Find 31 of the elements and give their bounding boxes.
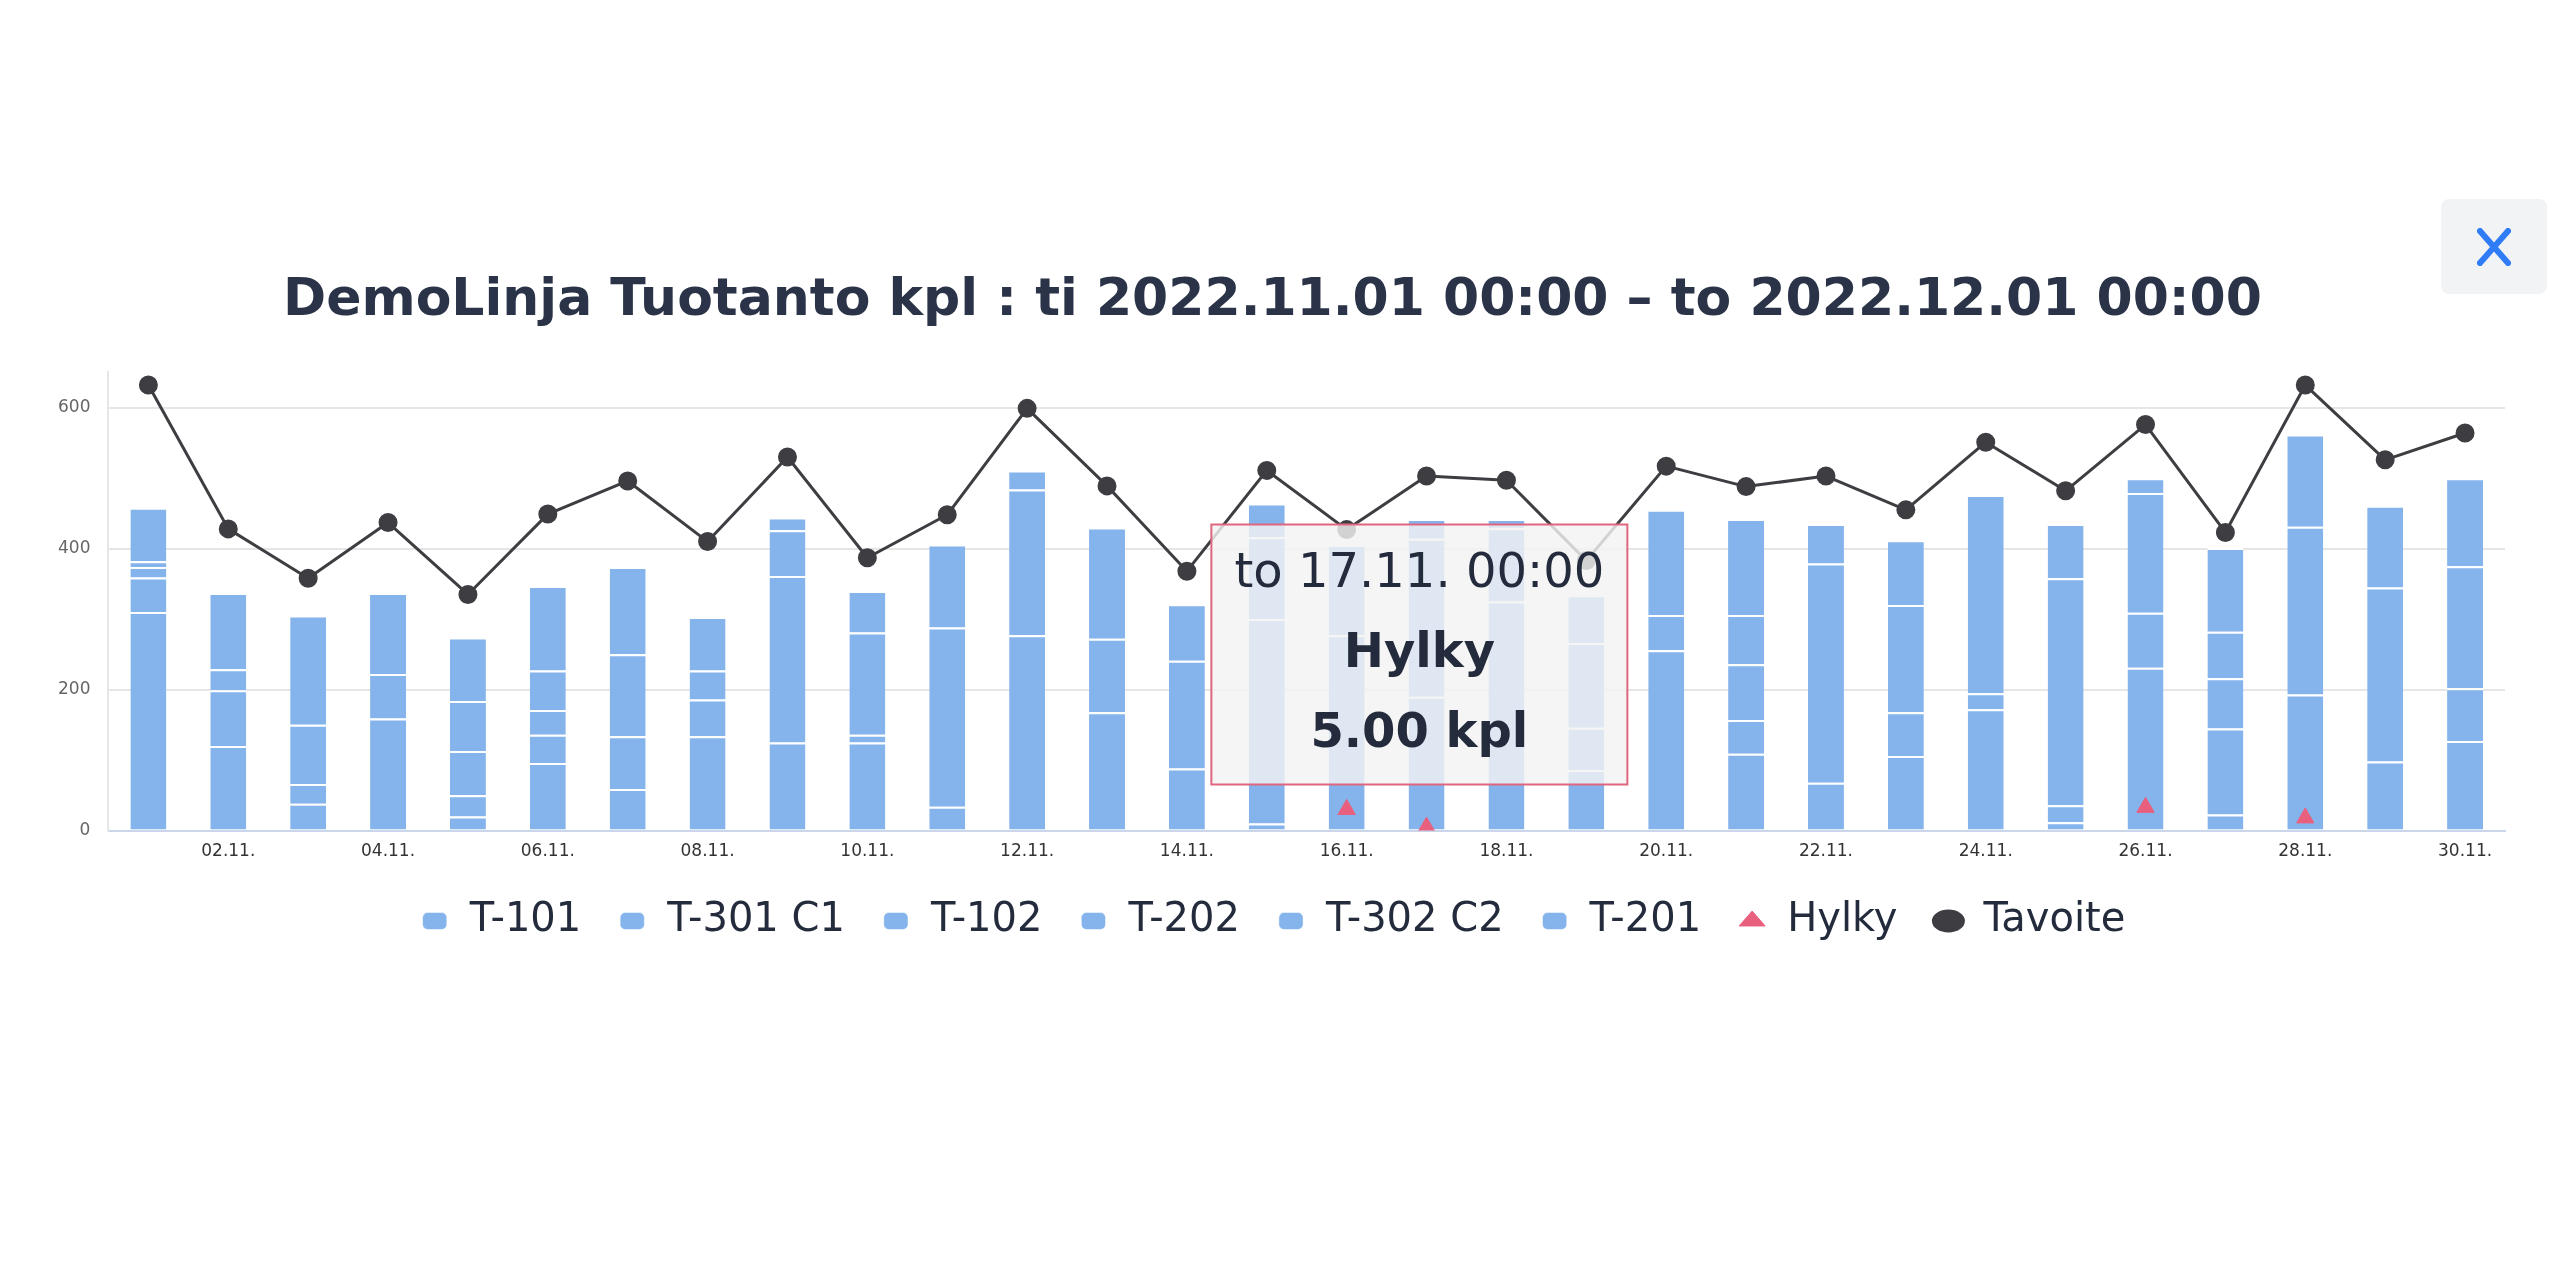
x-tick-label: 14.11. [1159, 840, 1214, 861]
legend-label: Hylky [1787, 894, 1898, 941]
chart-title: DemoLinja Tuotanto kpl : ti 2022.11.01 00:00 – to 2022.12.01 00:00 [283, 266, 2262, 327]
x-tick-label: 18.11. [1479, 840, 1534, 861]
annotation: Hylky [1343, 622, 1495, 679]
x-tick-label: 16.11. [1319, 840, 1374, 861]
legend-label: T-101 [468, 894, 582, 941]
x-tick-label: 30.11. [2438, 840, 2493, 861]
x-tick-label: 12.11. [1000, 840, 1055, 861]
x-tick-label: 28.11. [2278, 840, 2333, 861]
legend-label: T-102 [929, 894, 1043, 941]
x-tick-label: 02.11. [201, 840, 256, 861]
legend-label: T-301 C1 [666, 894, 845, 941]
y-tick-label: 600 [57, 396, 91, 417]
annotation: to 17.11. 00:00 [1234, 542, 1605, 599]
legend-label: T-202 [1127, 894, 1240, 941]
x-tick-label: 20.11. [1639, 840, 1694, 861]
annotation: 5.00 kpl [1310, 702, 1529, 759]
y-tick-label: 200 [57, 678, 91, 699]
legend-label: T-302 C2 [1324, 894, 1504, 941]
y-tick-label: 0 [79, 819, 91, 840]
x-tick-label: 26.11. [2118, 840, 2173, 861]
legend-label: Tavoite [1982, 894, 2126, 941]
legend-label: T-201 [1588, 894, 1702, 941]
x-tick-label: 10.11. [840, 840, 895, 861]
x-tick-label: 22.11. [1798, 840, 1854, 861]
x-tick-label: 24.11. [1958, 840, 2013, 861]
x-tick-label: 06.11. [520, 840, 575, 861]
x-tick-label: 04.11. [361, 840, 416, 861]
x-tick-label: 08.11. [680, 840, 735, 861]
y-tick-label: 400 [57, 537, 91, 558]
